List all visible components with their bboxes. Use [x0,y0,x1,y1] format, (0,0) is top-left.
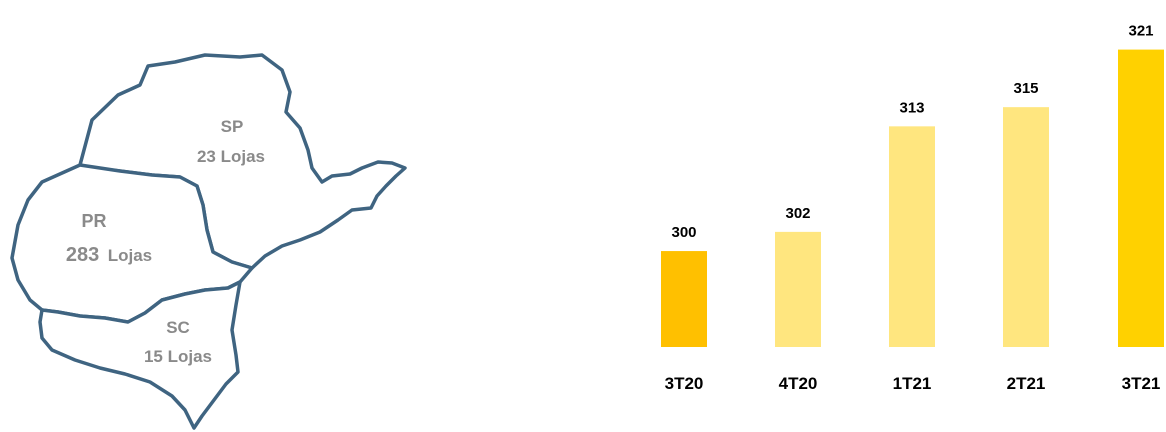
pr-name-label: PR [81,211,106,231]
category-label: 3T20 [665,374,704,393]
pr-stores-count: 283 [66,244,99,266]
bar-3T21 [1118,49,1164,347]
bar-3T20 [661,251,707,347]
sp-name-label: SP [221,117,244,136]
pr-stores-unit: Lojas [108,246,152,265]
bar-2T21 [1003,107,1049,347]
category-label: 1T21 [893,374,932,393]
bar-value-label: 302 [785,205,810,222]
bar-value-label: 315 [1013,80,1038,97]
pr-stores-label: 283 Lojas [66,244,152,266]
bar-value-label: 300 [671,224,696,241]
stores-bar-chart: 300 3T20 302 4T20 313 1T21 315 2T21 321 3T21 [661,23,1164,393]
state-sc-shape [38,280,242,430]
category-label: 3T21 [1122,374,1161,393]
bar-1T21 [889,126,935,347]
bar-4T20 [775,231,821,347]
sc-stores-label: 15 Lojas [144,347,212,366]
store-map: SP 23 Lojas PR 283 Lojas SC 15 Lojas [10,53,407,430]
sc-name-label: SC [166,318,190,337]
bar-value-label: 321 [1128,23,1153,40]
sp-stores-label: 23 Lojas [197,147,265,166]
bar-value-label: 313 [899,99,924,116]
category-label: 2T21 [1007,374,1046,393]
category-label: 4T20 [779,374,818,393]
